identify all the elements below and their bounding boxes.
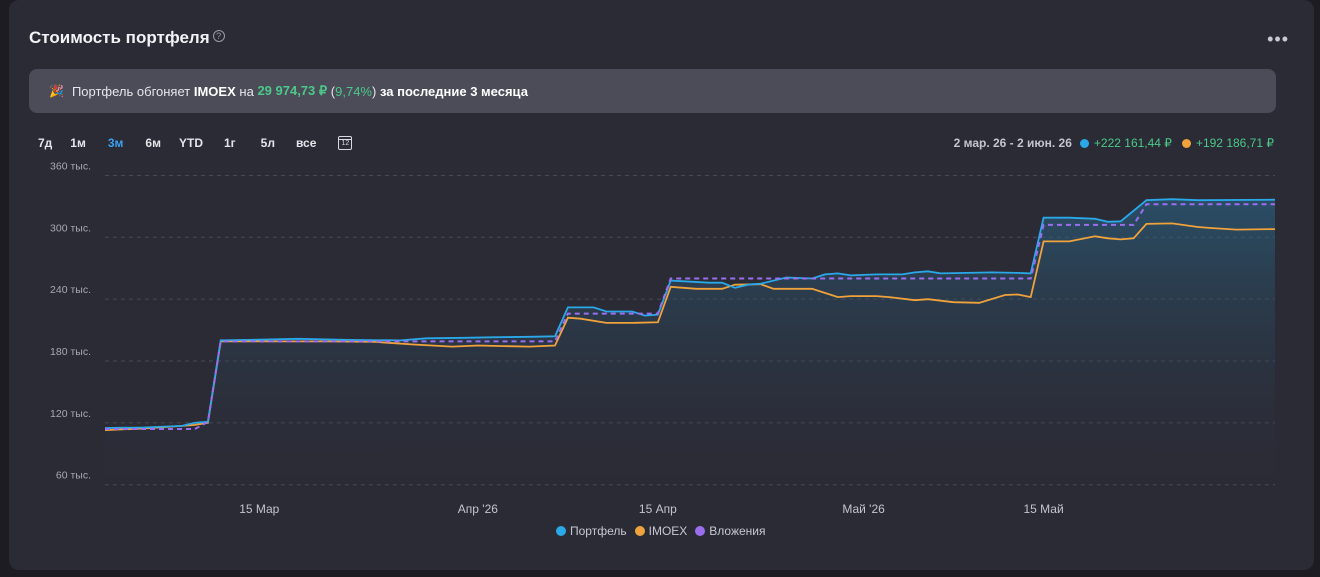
y-axis-labels: 60 тыс. 120 тыс. 180 тыс. 240 тыс. 300 тыс. 3… [50, 160, 91, 481]
x-tick-label: Май '26 [842, 502, 885, 516]
date-range: 2 мар. 26 - 2 июн. 26 [953, 136, 1072, 150]
help-icon[interactable]: ? [212, 30, 225, 42]
banner-prefix: Портфель обгоняет [71, 83, 191, 99]
x-tick-label: Апр '26 [458, 502, 498, 516]
period-all-button[interactable]: все [295, 136, 317, 150]
portfolio-line[interactable] [104, 198, 1276, 429]
page-title: Стоимость портфеля [29, 28, 210, 47]
imoex-change: +192 186,71 ₽ [1195, 136, 1274, 150]
card-header: Стоимость портфеля ? [29, 28, 225, 48]
y-tick-label: 180 тыс. [50, 346, 91, 358]
y-tick-label: 360 тыс. [50, 160, 91, 172]
period-1y-button[interactable]: 1г [223, 136, 236, 150]
more-options-button[interactable]: ••• [1267, 29, 1289, 49]
banner-amount: 29 974,73 ₽ [257, 83, 328, 98]
performance-banner: 🎉 Портфель обгоняет IMOEX на 29 974,73 ₽… [29, 69, 1276, 113]
legend-label-imoex: IMOEX [648, 524, 688, 538]
banner-percent: 9,74% [335, 83, 372, 99]
banner-suffix: за последние 3 месяца [379, 83, 528, 99]
portfolio-area [105, 199, 1275, 495]
banner-paren-close: ) [372, 83, 377, 99]
legend-label-investments: Вложения [709, 524, 766, 538]
period-3m-button[interactable]: 3м [107, 136, 124, 150]
x-axis-labels: 15 Мар Апр '26 15 Апр Май '26 15 Май [239, 502, 1063, 516]
legend-item-investments[interactable]: Вложения [695, 524, 766, 538]
period-5y-button[interactable]: 5л [260, 136, 275, 150]
legend-label-portfolio: Портфель [570, 524, 627, 538]
imoex-legend-icon [634, 526, 645, 536]
period-1m-button[interactable]: 1м [70, 136, 86, 150]
legend-item-portfolio[interactable]: Портфель [556, 524, 627, 538]
party-icon: 🎉 [49, 84, 64, 98]
legend-item-imoex[interactable]: IMOEX [634, 524, 688, 538]
period-selector: 7д 1м 3м 6м YTD 1г 5л все 12 [38, 136, 353, 150]
chart-legend: Портфель IMOEX Вложения [556, 524, 774, 538]
portfolio-legend-icon [556, 526, 566, 536]
banner-mid: на [239, 83, 254, 99]
investments-legend-icon [695, 526, 706, 536]
banner-paren-open: ( [330, 83, 336, 99]
x-tick-label: 15 Май [1023, 502, 1063, 516]
imoex-dot-icon [1181, 138, 1191, 148]
range-summary: 2 мар. 26 - 2 июн. 26 +222 161,44 ₽ +192… [954, 136, 1274, 150]
y-tick-label: 240 тыс. [50, 284, 91, 296]
y-tick-label: 120 тыс. [50, 408, 91, 420]
y-tick-label: 60 тыс. [56, 470, 91, 482]
portfolio-dot-icon [1079, 138, 1089, 148]
x-tick-label: 15 Апр [639, 502, 677, 516]
period-6m-button[interactable]: 6м [145, 136, 161, 150]
period-ytd-button[interactable]: YTD [178, 136, 203, 150]
period-7d-button[interactable]: 7д [38, 136, 53, 150]
x-tick-label: 15 Мар [239, 502, 279, 516]
calendar-icon[interactable]: 12 [338, 136, 353, 150]
banner-index: IMOEX [193, 83, 236, 99]
investments-line[interactable] [105, 203, 1275, 430]
y-tick-label: 300 тыс. [50, 222, 91, 234]
portfolio-change: +222 161,44 ₽ [1093, 136, 1172, 150]
